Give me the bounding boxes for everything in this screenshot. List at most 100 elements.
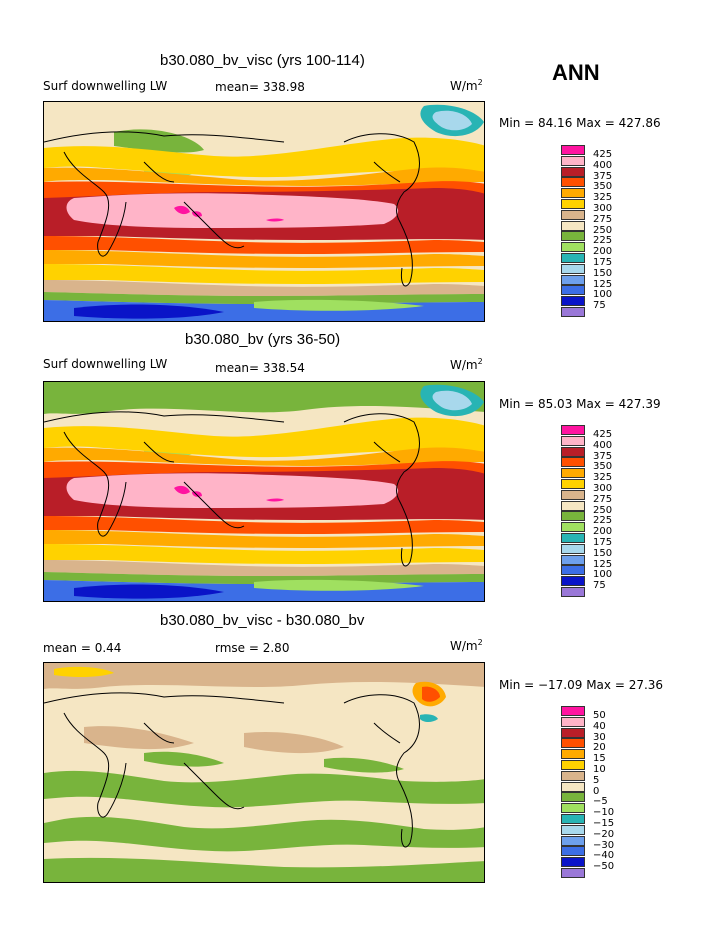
- colorbar-tick-label: 125: [593, 278, 613, 290]
- colorbar-tick-label: 100: [593, 289, 613, 301]
- p1-greenland-inner: [432, 110, 472, 131]
- p1-antarctic-peninsula: [254, 299, 424, 311]
- colorbar-swatch: [561, 803, 585, 814]
- colorbar-swatch: [561, 835, 585, 846]
- p3-tan-patches: [84, 726, 344, 754]
- p2-warm-pool: [66, 473, 399, 508]
- panel-2-title: b30.080_bv (yrs 36-50): [185, 331, 341, 348]
- colorbar-swatch: [561, 307, 585, 317]
- colorbar-tick-label: 350: [593, 181, 613, 193]
- colorbar-swatch: [561, 846, 585, 857]
- colorbar-swatch: [561, 263, 585, 274]
- colorbar-tick-label: 40: [593, 720, 606, 732]
- colorbar-tick-label: −10: [593, 807, 615, 819]
- p1-band-325-south: [44, 264, 484, 284]
- p3-nao-negative: [420, 714, 438, 722]
- panel-3-rmse-label: rmse = 2.80: [215, 641, 290, 655]
- colorbar-tick-label: 225: [593, 515, 613, 527]
- colorbar-swatch: [561, 727, 585, 738]
- colorbar-swatch: [561, 155, 585, 166]
- colorbar-swatch: [561, 435, 585, 446]
- p1-band-250-south: [44, 292, 484, 304]
- colorbar-tick-label: 275: [593, 493, 613, 505]
- colorbar-tick-label: 375: [593, 170, 613, 182]
- p3-nao-inner: [422, 686, 440, 702]
- colorbar-tick-label: 300: [593, 483, 613, 494]
- colorbar-swatch: [561, 166, 585, 177]
- colorbar-swatch: [561, 457, 585, 468]
- colorbar-tick-label: 150: [593, 547, 613, 559]
- panel-3-units: W/m2: [450, 638, 483, 653]
- panel-1-variable-label: Surf downwelling LW: [43, 79, 168, 93]
- colorbar-tick-label: 175: [593, 537, 613, 548]
- colorbar-swatch: [561, 145, 585, 155]
- colorbar-tick-label: 5: [593, 774, 600, 786]
- colorbar-swatch: [561, 177, 585, 188]
- p1-warm-pool: [66, 193, 399, 228]
- colorbar-tick-label: 275: [593, 213, 613, 225]
- panel-1-mean-label: mean= 338.98: [215, 80, 305, 94]
- colorbar-swatch: [561, 857, 585, 868]
- colorbar-swatch: [561, 533, 585, 543]
- colorbar-tick-label: 50: [593, 710, 606, 721]
- colorbar-tick-label: 375: [593, 450, 613, 462]
- panel-1-map-svg: [44, 102, 484, 321]
- colorbar-swatch: [561, 824, 585, 835]
- p3-arctic-yellow: [54, 666, 114, 677]
- colorbar-tick-label: −40: [593, 850, 615, 862]
- colorbar-tick-label: 0: [593, 785, 600, 797]
- colorbar-swatch: [561, 199, 585, 209]
- colorbar-swatch: [561, 543, 585, 554]
- p2-greenland-inner: [432, 390, 472, 411]
- colorbar-tick-label: 225: [593, 235, 613, 247]
- colorbar-tick-label: 175: [593, 257, 613, 268]
- p2-band-325-north: [44, 417, 484, 458]
- panel-3-mean-label: mean = 0.44: [43, 641, 122, 655]
- panel-2-mean-label: mean= 338.54: [215, 361, 305, 375]
- p3-green-negative: [44, 770, 484, 882]
- colorbar-swatch: [561, 231, 585, 242]
- colorbar-tick-label: 75: [593, 300, 606, 312]
- colorbar-swatch: [561, 781, 585, 792]
- p2-band-375-south: [44, 516, 484, 534]
- colorbar-tick-label: 300: [593, 203, 613, 214]
- colorbar-tick-label: −20: [593, 828, 615, 840]
- colorbar-swatch: [561, 489, 585, 500]
- colorbar-swatch: [561, 587, 585, 597]
- panel-2-minmax: Min = 85.03 Max = 427.39: [499, 397, 661, 411]
- colorbar-tick-label: 75: [593, 580, 606, 592]
- panel-2-map-svg: [44, 382, 484, 601]
- colorbar-swatch: [561, 576, 585, 587]
- colorbar-swatch: [561, 554, 585, 565]
- colorbar-swatch: [561, 209, 585, 220]
- panel-1-units-exp: 2: [477, 78, 483, 87]
- p2-coastlines: [44, 411, 420, 567]
- colorbar-swatch: [561, 814, 585, 824]
- colorbar-swatch: [561, 522, 585, 533]
- p3-arctic: [44, 663, 484, 689]
- panel-2-units-exp: 2: [477, 357, 483, 366]
- colorbar-tick-label: −50: [593, 861, 615, 873]
- p3-coastlines: [44, 692, 420, 848]
- colorbar-swatch: [561, 242, 585, 253]
- colorbar-swatch: [561, 500, 585, 511]
- colorbar-tick-label: 200: [593, 246, 613, 258]
- colorbar-swatch: [561, 749, 585, 760]
- colorbar-swatch: [561, 446, 585, 457]
- panel-1-title: b30.080_bv_visc (yrs 100-114): [160, 52, 365, 69]
- colorbar-swatch: [561, 770, 585, 781]
- p1-coastlines: [44, 131, 420, 287]
- p2-arctic: [44, 382, 484, 414]
- colorbar-tick-label: 125: [593, 558, 613, 570]
- colorbar-swatch: [561, 760, 585, 770]
- panel-2-variable-label: Surf downwelling LW: [43, 357, 168, 371]
- p1-band-325-north: [44, 137, 484, 178]
- colorbar-tick-label: 150: [593, 267, 613, 279]
- colorbar-swatch: [561, 868, 585, 878]
- panel-3-title: b30.080_bv_visc - b30.080_bv: [160, 612, 365, 629]
- colorbar-tick-label: 400: [593, 159, 613, 171]
- p1-band-375-south: [44, 236, 484, 254]
- panel-2-units: W/m2: [450, 357, 483, 372]
- panel-3-minmax: Min = −17.09 Max = 27.36: [499, 678, 664, 692]
- p1-band-300-south: [44, 280, 484, 296]
